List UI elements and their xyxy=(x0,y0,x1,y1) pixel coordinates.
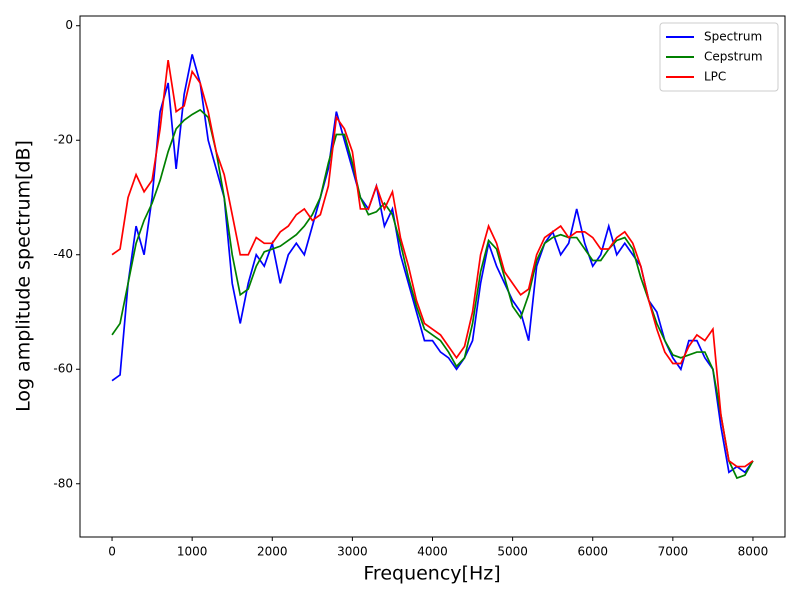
x-tick-label: 2000 xyxy=(257,545,288,559)
x-axis-label: Frequency[Hz] xyxy=(363,563,500,585)
legend-label: Spectrum xyxy=(704,30,762,44)
x-tick-label: 8000 xyxy=(738,545,769,559)
line-series xyxy=(111,108,754,480)
x-tick-label: 1000 xyxy=(177,545,208,559)
y-tick-label: -80 xyxy=(53,476,73,490)
y-axis-label: Log amplitude spectrum[dB] xyxy=(13,140,35,412)
legend-label: LPC xyxy=(704,70,726,84)
x-tick-label: 0 xyxy=(108,545,116,559)
x-tick-label: 3000 xyxy=(337,545,368,559)
plot-frame xyxy=(79,15,786,538)
legend-box xyxy=(659,22,779,92)
x-tick-label: 5000 xyxy=(497,545,528,559)
x-tick-label: 4000 xyxy=(417,545,448,559)
y-tick-label: -20 xyxy=(53,133,73,147)
line-series xyxy=(111,59,754,468)
y-tick-label: -40 xyxy=(53,247,73,261)
x-tick-label: 7000 xyxy=(658,545,689,559)
y-tick-label: -60 xyxy=(53,362,73,376)
x-tick-label: 6000 xyxy=(577,545,608,559)
y-tick-label: 0 xyxy=(65,18,73,32)
legend-label: Cepstrum xyxy=(704,50,763,64)
